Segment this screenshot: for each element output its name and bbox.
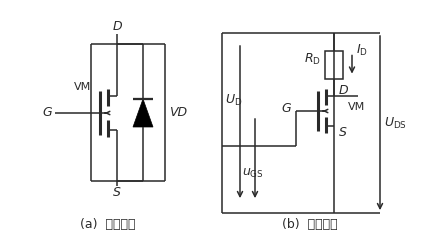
Text: $U_{\mathrm{DS}}$: $U_{\mathrm{DS}}$ bbox=[384, 115, 407, 131]
Text: $I_{\mathrm{D}}$: $I_{\mathrm{D}}$ bbox=[356, 43, 368, 58]
Text: G: G bbox=[43, 107, 52, 120]
Bar bbox=[325, 51, 343, 79]
Text: VM: VM bbox=[348, 102, 365, 112]
Text: $U_{\mathrm{D}}$: $U_{\mathrm{D}}$ bbox=[225, 93, 243, 107]
Text: $u_{\mathrm{GS}}$: $u_{\mathrm{GS}}$ bbox=[242, 167, 264, 180]
Text: S: S bbox=[339, 126, 347, 139]
Text: G: G bbox=[281, 102, 291, 115]
Text: S: S bbox=[113, 187, 121, 200]
Text: (b)  基本接法: (b) 基本接法 bbox=[282, 217, 338, 230]
Text: VD: VD bbox=[169, 107, 187, 120]
Text: $R_{\mathrm{D}}$: $R_{\mathrm{D}}$ bbox=[304, 52, 321, 67]
Text: D: D bbox=[112, 20, 122, 33]
Text: D: D bbox=[339, 83, 349, 96]
Text: (a)  电气符号: (a) 电气符号 bbox=[80, 217, 136, 230]
Text: VM: VM bbox=[74, 82, 92, 92]
Polygon shape bbox=[133, 99, 153, 127]
